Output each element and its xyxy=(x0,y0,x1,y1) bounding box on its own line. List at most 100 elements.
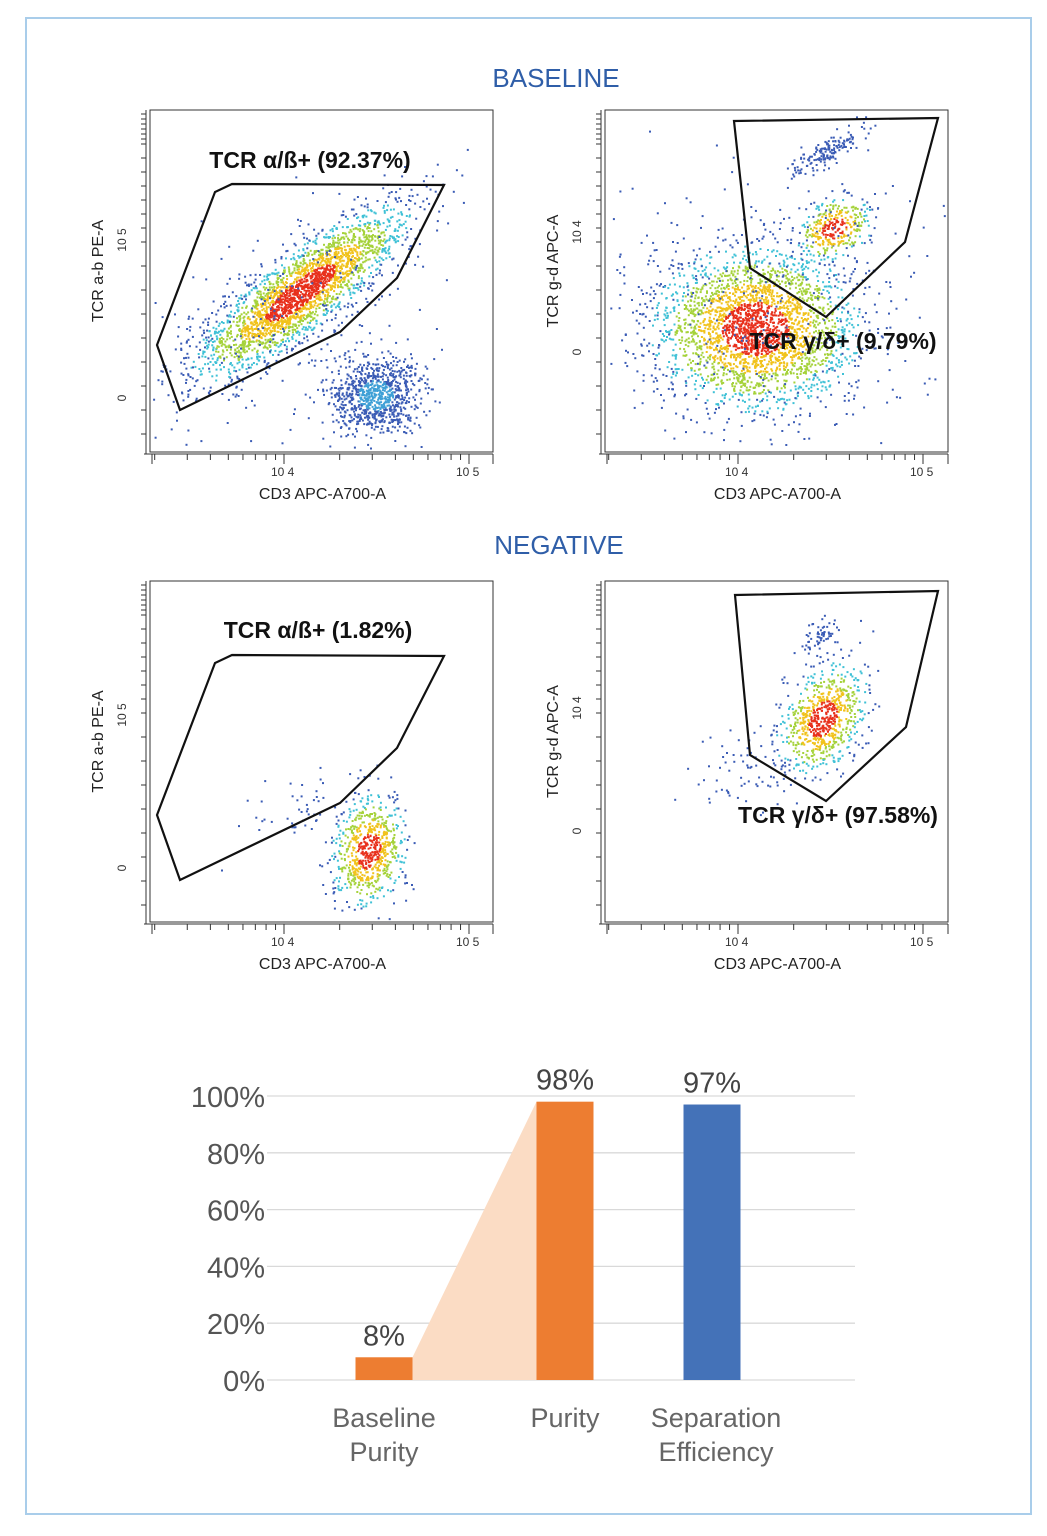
event-point xyxy=(382,187,385,190)
event-point xyxy=(387,383,390,386)
event-point xyxy=(306,307,309,310)
event-point xyxy=(787,330,790,333)
event-point xyxy=(363,260,366,263)
event-point xyxy=(355,427,358,430)
event-point xyxy=(388,382,391,385)
event-point xyxy=(362,409,365,412)
event-point xyxy=(215,361,218,364)
event-point xyxy=(377,230,380,233)
event-point xyxy=(349,376,352,378)
event-point xyxy=(396,370,399,373)
event-point xyxy=(436,229,439,232)
event-point xyxy=(360,404,363,407)
event-point xyxy=(373,211,376,214)
event-point xyxy=(357,271,360,274)
event-point xyxy=(272,295,275,298)
event-point xyxy=(177,326,180,329)
event-point xyxy=(771,291,774,294)
event-point xyxy=(734,254,737,257)
event-point xyxy=(843,333,846,336)
event-point xyxy=(359,416,362,419)
event-point xyxy=(416,406,419,409)
event-point xyxy=(671,383,674,386)
event-point xyxy=(784,351,787,354)
event-point xyxy=(336,305,339,308)
event-point xyxy=(329,301,332,304)
event-point xyxy=(777,280,780,283)
event-point xyxy=(770,270,773,272)
event-point xyxy=(369,412,372,415)
event-point xyxy=(784,326,787,329)
event-point xyxy=(295,339,298,342)
event-point xyxy=(334,330,337,333)
event-point xyxy=(390,191,393,193)
event-point xyxy=(799,325,802,328)
event-point xyxy=(739,291,742,294)
event-point xyxy=(693,261,696,264)
event-point xyxy=(381,415,384,418)
event-point xyxy=(849,355,852,358)
event-point xyxy=(720,366,723,369)
event-point xyxy=(276,277,279,280)
event-point xyxy=(329,268,332,271)
event-point xyxy=(396,429,399,432)
event-point xyxy=(277,271,280,274)
event-point xyxy=(400,367,403,369)
event-point xyxy=(219,342,222,345)
event-point xyxy=(343,241,346,244)
event-point xyxy=(396,418,398,421)
gate-polygon[interactable] xyxy=(155,182,446,412)
event-point xyxy=(285,286,287,289)
event-point xyxy=(356,264,359,267)
event-point xyxy=(337,280,340,283)
event-point xyxy=(390,374,393,377)
event-point xyxy=(413,422,416,425)
event-point xyxy=(250,308,253,311)
event-point xyxy=(292,299,295,302)
event-point xyxy=(301,319,304,322)
event-point xyxy=(436,163,439,166)
event-point xyxy=(398,369,401,372)
event-point xyxy=(340,334,343,337)
event-point xyxy=(396,385,399,388)
event-point xyxy=(728,274,731,277)
event-point xyxy=(283,309,286,312)
event-point xyxy=(235,370,238,373)
event-point xyxy=(187,356,190,359)
event-point xyxy=(186,328,189,330)
event-point xyxy=(428,202,431,205)
event-point xyxy=(245,298,247,301)
event-point xyxy=(275,292,278,295)
event-point xyxy=(321,282,324,284)
event-point xyxy=(230,310,233,313)
event-point xyxy=(286,287,289,290)
event-point xyxy=(768,277,771,280)
event-point xyxy=(285,348,288,351)
event-point xyxy=(370,230,373,233)
event-point xyxy=(202,387,205,390)
event-point xyxy=(685,305,688,307)
event-point xyxy=(348,420,351,423)
event-point xyxy=(372,387,375,390)
event-point xyxy=(772,339,775,341)
event-point xyxy=(757,302,760,305)
event-point xyxy=(341,252,344,255)
event-point xyxy=(313,364,316,367)
event-point xyxy=(786,273,789,276)
event-point xyxy=(360,253,363,256)
event-point xyxy=(256,290,259,293)
event-point xyxy=(345,397,348,400)
event-point xyxy=(189,388,192,391)
event-point xyxy=(812,321,815,324)
event-point xyxy=(337,400,339,402)
event-point xyxy=(378,412,381,415)
event-point xyxy=(792,354,795,357)
event-point xyxy=(355,375,357,377)
event-point xyxy=(346,270,349,273)
event-point xyxy=(367,384,370,387)
event-point xyxy=(743,283,745,286)
event-point xyxy=(409,370,412,372)
event-point xyxy=(315,259,318,262)
event-point xyxy=(289,274,292,277)
event-point xyxy=(363,413,366,415)
